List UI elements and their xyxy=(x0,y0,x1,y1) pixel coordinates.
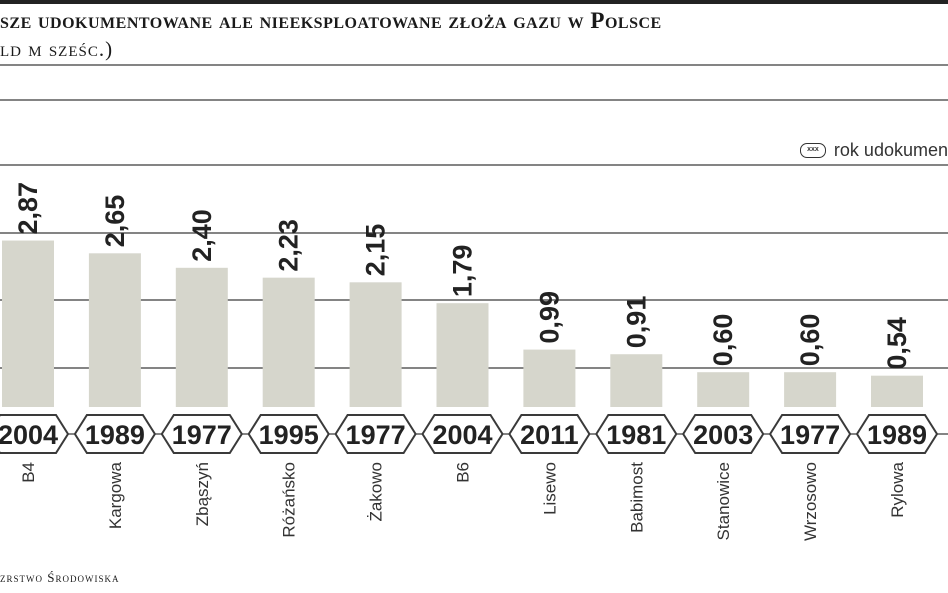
legend-label: rok udokumen xyxy=(833,139,948,160)
bar xyxy=(349,282,402,407)
chart-title: sze udokumentowane ale nieeksploatowane … xyxy=(0,8,662,33)
category-label: Wrzosowo xyxy=(801,462,820,541)
source-note: zrstwo Środowiska xyxy=(0,570,120,585)
category-label: Rylowa xyxy=(888,461,907,517)
year-label: 2004 xyxy=(432,420,492,450)
year-label: 2004 xyxy=(0,420,58,450)
category-label: Stanowice xyxy=(714,462,733,540)
year-label: 2011 xyxy=(520,420,579,450)
data-label: 0,60 xyxy=(708,314,738,367)
data-label: 2,65 xyxy=(100,195,130,248)
year-label: 1981 xyxy=(606,420,666,450)
year-badge xyxy=(160,414,243,454)
year-badge xyxy=(247,414,330,454)
year-label: 1989 xyxy=(867,420,927,450)
bar xyxy=(436,303,489,407)
year-label: 1977 xyxy=(172,420,232,450)
data-label: 1,79 xyxy=(448,245,478,298)
data-label: 0,60 xyxy=(795,314,825,367)
year-badge xyxy=(0,414,70,454)
year-label: 1977 xyxy=(780,420,840,450)
category-label: Babimost xyxy=(627,462,646,533)
category-label: B4 xyxy=(19,462,38,483)
chart-subtitle: ld m sześc.) xyxy=(0,37,114,61)
year-label: 1989 xyxy=(85,420,145,450)
category-label: Kargowa xyxy=(106,461,125,529)
bar xyxy=(2,240,54,407)
bar xyxy=(523,349,576,407)
year-label: 1995 xyxy=(259,420,319,450)
year-label: 2003 xyxy=(693,420,753,450)
data-label: 2,40 xyxy=(187,209,217,262)
legend: xxx rok udokumen xyxy=(799,138,948,162)
year-badge xyxy=(855,414,939,454)
bar xyxy=(784,372,837,407)
bar xyxy=(610,354,663,407)
category-label: Różańsko xyxy=(280,462,299,538)
data-label: 0,99 xyxy=(534,291,564,344)
year-badge xyxy=(334,414,417,454)
category-label: B6 xyxy=(454,462,473,483)
year-badge xyxy=(768,414,852,454)
data-label: 2,23 xyxy=(274,219,304,272)
top-rule xyxy=(0,0,948,4)
data-label: 2,15 xyxy=(361,224,391,277)
year-badge xyxy=(421,414,504,454)
category-label: Lisewo xyxy=(540,462,559,515)
bar xyxy=(262,277,315,407)
bar xyxy=(871,375,923,407)
year-label: 1977 xyxy=(346,420,406,450)
year-badge xyxy=(595,414,678,454)
year-badge xyxy=(508,414,591,454)
bar xyxy=(697,372,750,407)
category-label: Żakowo xyxy=(367,462,386,522)
category-label: Zbąszyń xyxy=(193,462,212,526)
bar xyxy=(88,253,141,407)
bar xyxy=(175,267,228,407)
year-badge-legend-icon: xxx xyxy=(799,142,826,158)
year-badge xyxy=(73,414,157,454)
data-label: 0,91 xyxy=(621,296,651,349)
data-label: 2,87 xyxy=(13,182,43,235)
data-label: 0,54 xyxy=(882,317,912,370)
year-badge xyxy=(682,414,765,454)
